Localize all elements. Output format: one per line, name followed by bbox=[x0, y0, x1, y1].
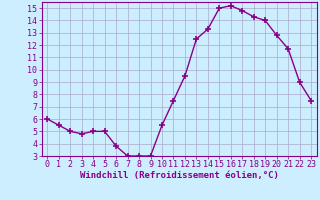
X-axis label: Windchill (Refroidissement éolien,°C): Windchill (Refroidissement éolien,°C) bbox=[80, 171, 279, 180]
